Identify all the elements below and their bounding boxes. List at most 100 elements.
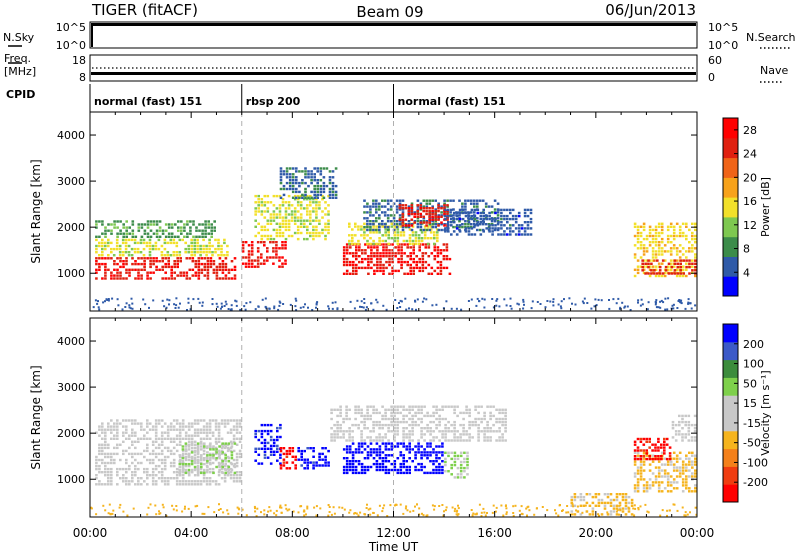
data-cell	[263, 456, 267, 459]
ground-scatter-cell	[583, 297, 586, 300]
data-cell	[418, 266, 421, 270]
data-cell	[651, 265, 655, 268]
data-cell	[104, 265, 107, 269]
data-cell	[405, 433, 408, 436]
data-cell	[116, 467, 119, 471]
data-cell	[355, 255, 358, 258]
data-cell	[284, 244, 287, 247]
data-cell	[125, 419, 128, 422]
data-cell	[464, 230, 468, 233]
data-cell	[437, 209, 440, 213]
data-cell	[235, 480, 239, 483]
data-cell	[312, 237, 315, 241]
data-cell	[470, 199, 473, 202]
data-cell	[360, 420, 363, 424]
data-cell	[621, 495, 625, 499]
data-cell	[450, 439, 453, 442]
data-cell	[211, 452, 215, 456]
data-cell	[667, 272, 671, 275]
data-cell	[672, 463, 676, 466]
data-cell	[464, 199, 467, 202]
data-cell	[257, 201, 260, 204]
data-cell	[285, 176, 289, 179]
data-cell	[660, 253, 664, 256]
data-cell	[363, 457, 367, 460]
data-cell	[432, 471, 435, 475]
data-cell	[387, 423, 390, 427]
data-cell	[229, 446, 233, 450]
data-cell	[399, 468, 403, 472]
data-cell	[372, 205, 375, 208]
data-cell	[660, 247, 664, 250]
data-cell	[342, 263, 346, 267]
data-cell	[296, 231, 300, 235]
y-axis-label: Slant Range [km]	[29, 365, 43, 469]
data-cell	[618, 507, 622, 510]
data-cell	[202, 251, 205, 254]
data-cell	[470, 233, 474, 236]
data-cell	[145, 244, 149, 248]
data-cell	[214, 238, 217, 242]
ground-scatter-cell	[621, 301, 624, 304]
data-cell	[384, 423, 387, 427]
data-cell	[615, 513, 619, 516]
data-cell	[104, 257, 107, 260]
data-cell	[381, 439, 384, 442]
data-cell	[266, 456, 270, 459]
data-cell	[166, 434, 170, 437]
data-cell	[322, 187, 326, 191]
ground-scatter-cell	[328, 307, 330, 310]
nsky-panel	[89, 21, 698, 49]
data-cell	[450, 430, 453, 433]
data-cell	[440, 211, 443, 214]
data-cell	[101, 220, 104, 223]
data-cell	[408, 228, 412, 231]
data-cell	[401, 208, 405, 211]
data-cell	[606, 501, 610, 505]
data-cell	[470, 227, 474, 230]
data-cell	[284, 210, 288, 213]
ground-scatter-cell	[575, 509, 578, 512]
data-cell	[119, 220, 122, 223]
ground-scatter-cell	[475, 304, 478, 307]
data-cell	[416, 217, 420, 220]
data-cell	[113, 277, 116, 280]
data-cell	[322, 190, 326, 194]
ground-scatter-cell	[264, 297, 267, 300]
data-cell	[299, 201, 303, 204]
ground-scatter-cell	[646, 308, 649, 311]
data-cell	[200, 442, 203, 445]
data-cell	[429, 430, 432, 433]
data-cell	[615, 495, 619, 499]
data-cell	[125, 431, 128, 434]
data-cell	[183, 229, 186, 232]
data-cell	[660, 222, 664, 225]
data-cell	[272, 453, 276, 456]
data-cell	[375, 423, 378, 427]
data-cell	[633, 253, 637, 256]
data-cell	[396, 433, 399, 436]
data-cell	[208, 428, 212, 431]
data-cell	[209, 457, 212, 460]
data-cell	[170, 277, 173, 280]
data-cell	[406, 260, 409, 264]
data-cell	[431, 220, 434, 223]
data-cell	[101, 244, 104, 248]
data-cell	[482, 230, 485, 233]
data-cell	[660, 457, 663, 461]
ground-scatter-cell	[666, 509, 669, 512]
data-cell	[154, 434, 158, 437]
data-cell	[113, 425, 116, 428]
data-cell	[417, 234, 421, 237]
ground-scatter-cell	[280, 511, 283, 514]
data-cell	[260, 447, 264, 450]
data-cell	[367, 257, 370, 261]
x-tick-label: 12:00	[376, 526, 411, 540]
data-cell	[282, 184, 286, 188]
data-cell	[417, 405, 420, 408]
data-cell	[486, 420, 489, 424]
data-cell	[372, 420, 375, 424]
data-cell	[423, 225, 427, 228]
data-cell	[681, 490, 685, 493]
data-cell	[241, 244, 245, 247]
